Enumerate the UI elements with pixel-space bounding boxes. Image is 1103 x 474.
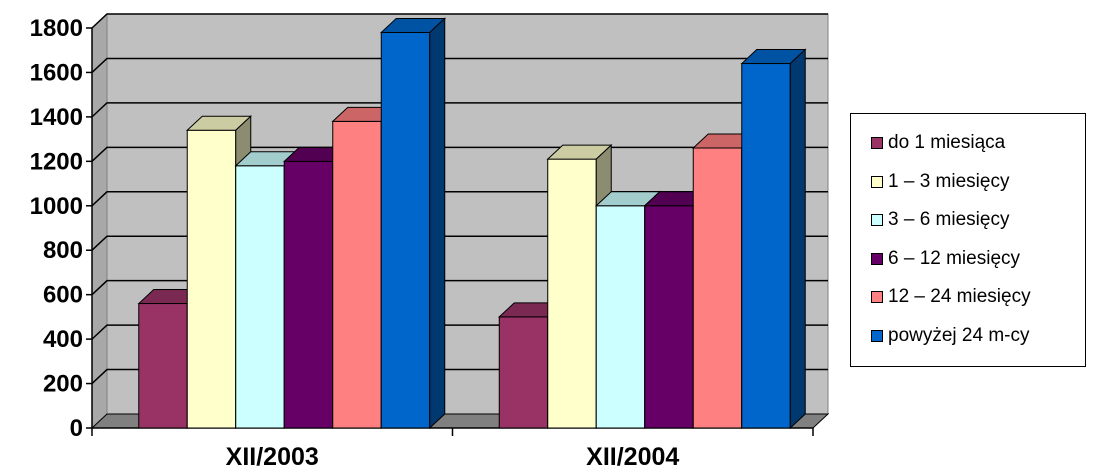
y-tick-label: 1600 xyxy=(30,59,83,86)
bar-side xyxy=(789,48,806,430)
legend-item: powyżej 24 m-cy xyxy=(871,325,1030,347)
legend-label: do 1 miesiąca xyxy=(888,132,1006,153)
x-tick-label: XII/2003 xyxy=(226,443,319,471)
legend-item: 6 – 12 miesięcy xyxy=(871,248,1020,270)
legend-swatch xyxy=(871,175,883,188)
gridline xyxy=(91,102,828,118)
bar xyxy=(692,147,743,429)
bar xyxy=(332,120,382,429)
y-tick-label: 1000 xyxy=(30,193,83,220)
y-tick-label: 1200 xyxy=(30,148,83,175)
y-tick-label: 400 xyxy=(43,326,83,353)
legend-item: 3 – 6 miesięcy xyxy=(871,209,1009,231)
legend-swatch xyxy=(871,137,883,149)
legend-item: 12 – 24 miesięcy xyxy=(871,286,1031,308)
legend-swatch xyxy=(871,329,883,342)
side-wall xyxy=(91,12,108,430)
bar xyxy=(283,160,334,429)
bar xyxy=(498,316,549,429)
x-tick-label: XII/2004 xyxy=(586,443,679,471)
gridline xyxy=(91,57,828,73)
legend-label: 3 – 6 miesięcy xyxy=(888,209,1010,230)
legend-label: 1 – 3 miesięcy xyxy=(888,170,1010,192)
bar xyxy=(547,158,597,429)
legend-swatch xyxy=(871,252,883,265)
bar xyxy=(644,205,694,429)
gridline xyxy=(91,13,828,29)
legend-item: 1 – 3 miesięcy xyxy=(871,171,1009,193)
bar xyxy=(138,303,188,429)
legend-label: 12 – 24 miesięcy xyxy=(888,286,1031,307)
y-tick-label: 600 xyxy=(43,282,83,309)
legend-swatch xyxy=(871,214,883,226)
legend-label: powyżej 24 m-cy xyxy=(888,324,1030,346)
y-tick-label: 800 xyxy=(43,237,83,264)
y-tick-label: 1800 xyxy=(30,15,83,42)
y-tick-label: 0 xyxy=(70,415,83,442)
legend-item: do 1 miesiąca xyxy=(871,132,1005,154)
legend: do 1 miesiąca 1 – 3 miesięcy 3 – 6 miesięc… xyxy=(850,113,1086,367)
bar-side xyxy=(429,17,446,430)
bar xyxy=(235,165,285,429)
bar xyxy=(741,63,791,429)
bar xyxy=(186,129,237,429)
bar xyxy=(595,205,646,429)
y-tick-label: 1400 xyxy=(30,104,83,131)
legend-label: 6 – 12 miesięcy xyxy=(888,247,1021,269)
legend-swatch xyxy=(871,291,883,303)
y-tick-label: 200 xyxy=(43,371,83,398)
bar xyxy=(380,31,431,429)
